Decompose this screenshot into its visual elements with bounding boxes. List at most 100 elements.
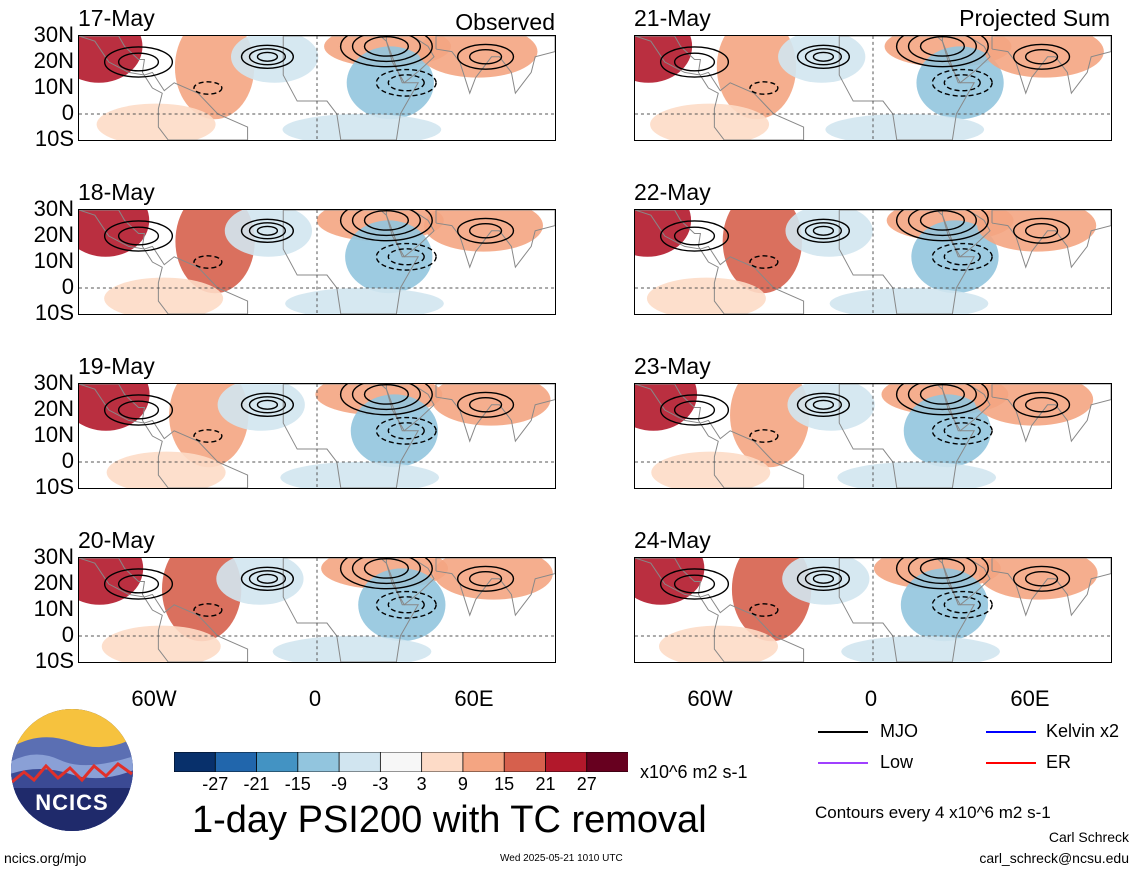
ncics-logo: NCICS <box>10 708 134 832</box>
lat-label: 20N <box>33 570 74 595</box>
lat-label: 10S <box>34 474 74 499</box>
colorbar-swatch <box>214 751 258 773</box>
mjo-contour <box>749 429 779 443</box>
legend-label-mjo: MJO <box>880 721 918 741</box>
mjo-contour <box>749 81 779 95</box>
mjo-contour <box>919 36 966 57</box>
panel-date-label: 19-May <box>78 353 155 379</box>
mjo-contour <box>193 81 223 95</box>
mjo-contour <box>103 568 174 600</box>
anomaly-shading <box>101 625 221 662</box>
mjo-contour <box>240 566 295 591</box>
coastline <box>991 558 1111 617</box>
colorbar-tick-label: -3 <box>372 774 389 794</box>
colorbar-swatch <box>503 751 547 773</box>
anomaly-shading <box>79 36 143 83</box>
mjo-contour <box>256 573 279 584</box>
anomaly-shading <box>272 636 432 662</box>
anomaly-shading <box>716 36 797 120</box>
anomaly-shading <box>424 210 543 252</box>
coastline <box>79 558 249 662</box>
anomaly-shading <box>104 277 224 314</box>
legend-swatch-er <box>986 762 1036 764</box>
map-plot <box>635 210 1111 314</box>
mjo-contour <box>1024 397 1059 413</box>
mjo-contour <box>339 210 433 242</box>
mjo-contour <box>117 52 160 72</box>
mjo-contour <box>796 218 851 243</box>
mjo-contour <box>103 220 174 252</box>
coastline <box>635 36 805 140</box>
anomaly-shading <box>903 394 992 468</box>
coastline <box>79 210 249 314</box>
lat-label: 0 <box>61 622 74 647</box>
lat-label: 10S <box>34 126 74 151</box>
mjo-contour <box>363 36 410 57</box>
mjo-contour <box>919 210 966 231</box>
map-panel-observed-1 <box>78 35 556 141</box>
mjo-contour <box>1013 565 1071 592</box>
coastline <box>435 210 555 269</box>
panel-date-label: 20-May <box>78 527 155 553</box>
anomaly-shading <box>778 36 866 83</box>
mjo-contour <box>117 400 160 420</box>
mjo-contour <box>339 384 433 416</box>
mjo-contour <box>1013 43 1071 70</box>
lat-label: 30N <box>33 370 74 395</box>
mjo-contour <box>256 399 279 410</box>
anomaly-shading <box>911 220 999 294</box>
coastline <box>79 36 249 140</box>
lat-label: 10S <box>34 300 74 325</box>
mjo-contour <box>457 391 515 418</box>
colorbar-tick-label: -9 <box>331 774 348 794</box>
legend-label-low: Low <box>880 752 914 772</box>
mjo-contour <box>931 68 993 97</box>
footer-email: carl_schreck@ncsu.edu <box>979 850 1129 866</box>
anomaly-shading <box>350 394 439 468</box>
mjo-contour <box>351 384 421 411</box>
coastline <box>635 558 805 662</box>
mjo-contour <box>248 48 287 66</box>
mjo-contour <box>387 422 425 440</box>
anomaly-shading <box>782 558 870 605</box>
mjo-contour <box>943 422 981 440</box>
mjo-contour <box>351 36 421 63</box>
lat-label: 20N <box>33 396 74 421</box>
mjo-contour <box>895 210 989 242</box>
lat-label: 0 <box>61 448 74 473</box>
mjo-contour <box>468 223 503 239</box>
mjo-contour <box>457 217 515 244</box>
colorbar-swatch <box>379 751 423 773</box>
mjo-contour <box>796 392 851 417</box>
colorbar-tick-label: -27 <box>202 774 229 794</box>
mjo-contour <box>943 74 981 92</box>
mjo-contour <box>659 568 730 600</box>
mjo-contour <box>907 36 977 63</box>
anomaly-shading <box>978 558 1098 600</box>
colorbar <box>173 751 629 777</box>
map-plot <box>79 558 555 662</box>
mjo-contour <box>907 558 977 585</box>
mjo-contour <box>804 396 843 414</box>
map-plot <box>635 36 1111 140</box>
lat-label: 10N <box>33 74 74 99</box>
panel-date-label: 23-May <box>634 353 711 379</box>
colorbar-tick-label: -15 <box>284 774 311 794</box>
figure-title: 1-day PSI200 with TC removal <box>192 799 707 841</box>
mjo-contour <box>659 394 730 426</box>
mjo-contour <box>673 226 716 246</box>
mjo-contour <box>351 558 421 585</box>
mjo-contour <box>457 43 515 70</box>
lat-label: 0 <box>61 100 74 125</box>
mjo-contour <box>248 570 287 588</box>
mjo-contour <box>468 397 503 413</box>
mjo-contour <box>375 68 437 97</box>
mjo-contour <box>1024 223 1059 239</box>
anomaly-shading <box>79 558 144 605</box>
coastline <box>79 384 249 488</box>
colorbar-swatch <box>462 751 506 773</box>
mjo-contour <box>103 394 174 426</box>
anomaly-shading <box>285 288 444 314</box>
mjo-contour <box>240 44 295 69</box>
map-panel-projected-4 <box>634 557 1112 663</box>
